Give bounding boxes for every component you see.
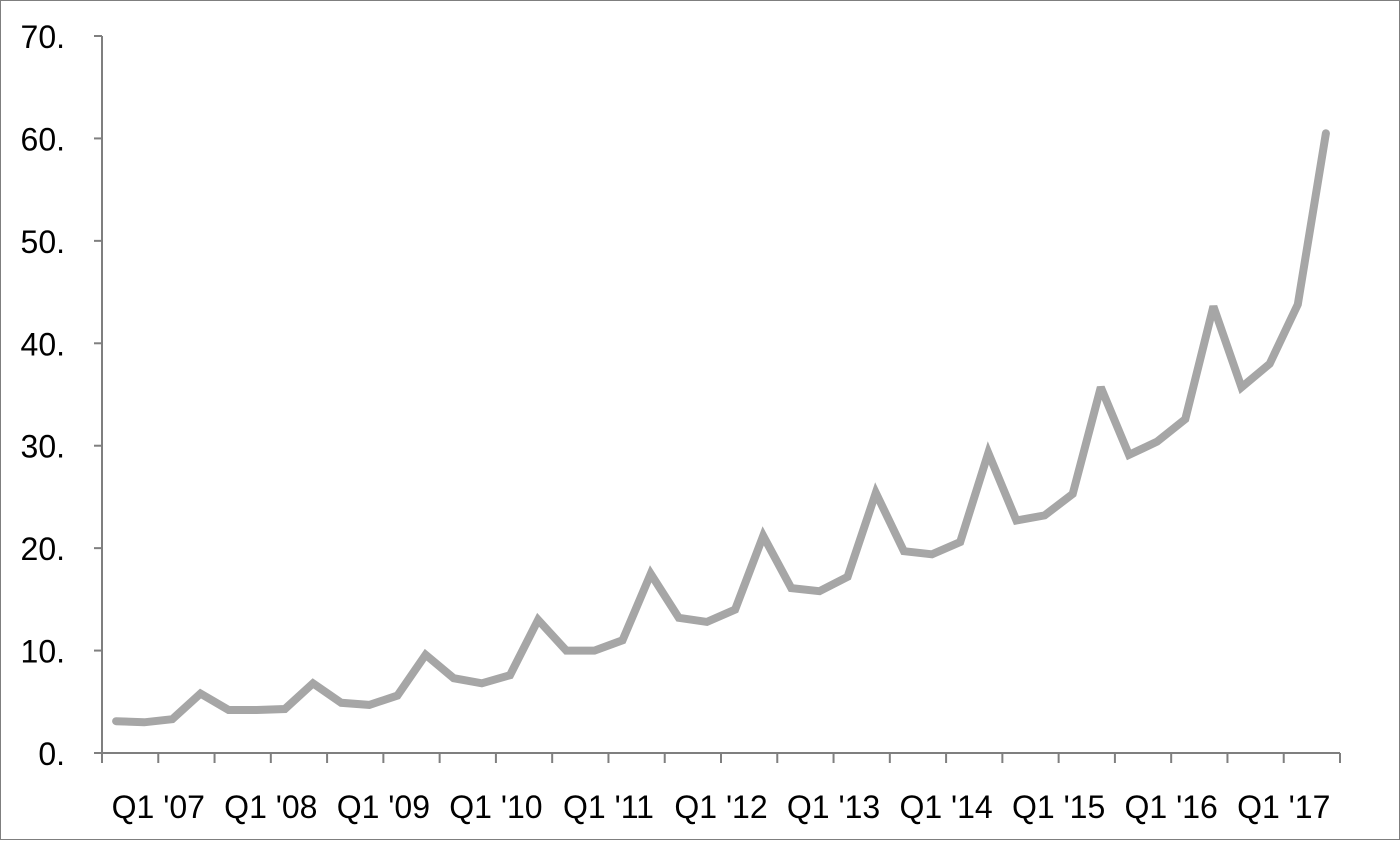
data-point <box>1128 454 1130 456</box>
data-point <box>678 617 680 619</box>
data-point <box>312 682 314 684</box>
x-tick-label: Q1 '08 <box>224 789 317 825</box>
data-point <box>481 682 483 684</box>
data-point <box>284 708 286 710</box>
data-point <box>565 650 567 652</box>
series-lines <box>112 129 1330 727</box>
data-point <box>425 654 427 656</box>
data-point <box>650 573 652 575</box>
x-axis: Q1 '07 Q1 '08 Q1 '09 Q1 '10 Q1 '11 Q1 '12 Q1 '… <box>101 752 1341 825</box>
y-tick-label: 40. <box>21 326 65 362</box>
data-point <box>931 553 933 555</box>
data-point <box>1184 418 1186 420</box>
data-point <box>706 621 708 623</box>
data-point <box>847 576 849 578</box>
data-point <box>143 721 145 723</box>
data-point <box>734 609 736 611</box>
y-tick-label: 0. <box>38 736 65 772</box>
data-point <box>537 619 539 621</box>
data-point <box>509 674 511 676</box>
data-point <box>1297 303 1299 305</box>
data-point <box>1072 493 1074 495</box>
data-point <box>1241 386 1243 388</box>
data-point <box>1325 132 1327 134</box>
data-point <box>115 720 117 722</box>
data-point <box>987 452 989 454</box>
x-tick-label: Q1 '16 <box>1125 789 1218 825</box>
x-tick-label: Q1 '17 <box>1237 789 1330 825</box>
y-tick-label: 30. <box>21 429 65 465</box>
data-point <box>903 550 905 552</box>
y-tick-label: 50. <box>21 224 65 260</box>
x-tick-label: Q1 '10 <box>449 789 542 825</box>
y-axis: 0. 10. 20. 30. 40. 50. 60. 70. <box>21 19 103 772</box>
data-point <box>368 704 370 706</box>
y-tick-label: 10. <box>21 634 65 670</box>
y-tick-label: 70. <box>21 19 65 55</box>
data-point <box>762 535 764 537</box>
x-tick-label: Q1 '07 <box>112 789 205 825</box>
data-point <box>199 693 201 695</box>
data-point <box>256 709 258 711</box>
data-point <box>959 541 961 543</box>
data-point <box>396 695 398 697</box>
data-point <box>340 702 342 704</box>
x-tick-label: Q1 '14 <box>899 789 992 825</box>
data-point <box>1100 386 1102 388</box>
data-point <box>1269 363 1271 365</box>
y-tick-label: 20. <box>21 531 65 567</box>
data-point <box>453 677 455 679</box>
data-point <box>622 639 624 641</box>
series-line <box>112 129 1330 727</box>
data-point <box>228 709 230 711</box>
data-point <box>818 590 820 592</box>
x-tick-label: Q1 '12 <box>674 789 767 825</box>
data-point <box>790 587 792 589</box>
data-point <box>875 492 877 494</box>
data-point <box>1044 514 1046 516</box>
data-point <box>1156 441 1158 443</box>
x-tick-label: Q1 '09 <box>337 789 430 825</box>
x-tick-label: Q1 '11 <box>563 789 654 825</box>
data-point <box>1212 305 1214 307</box>
x-tick-label: Q1 '13 <box>787 789 880 825</box>
x-tick-label: Q1 '15 <box>1012 789 1105 825</box>
data-point <box>1015 519 1017 521</box>
data-point <box>593 650 595 652</box>
y-tick-label: 60. <box>21 121 65 157</box>
data-point <box>171 718 173 720</box>
